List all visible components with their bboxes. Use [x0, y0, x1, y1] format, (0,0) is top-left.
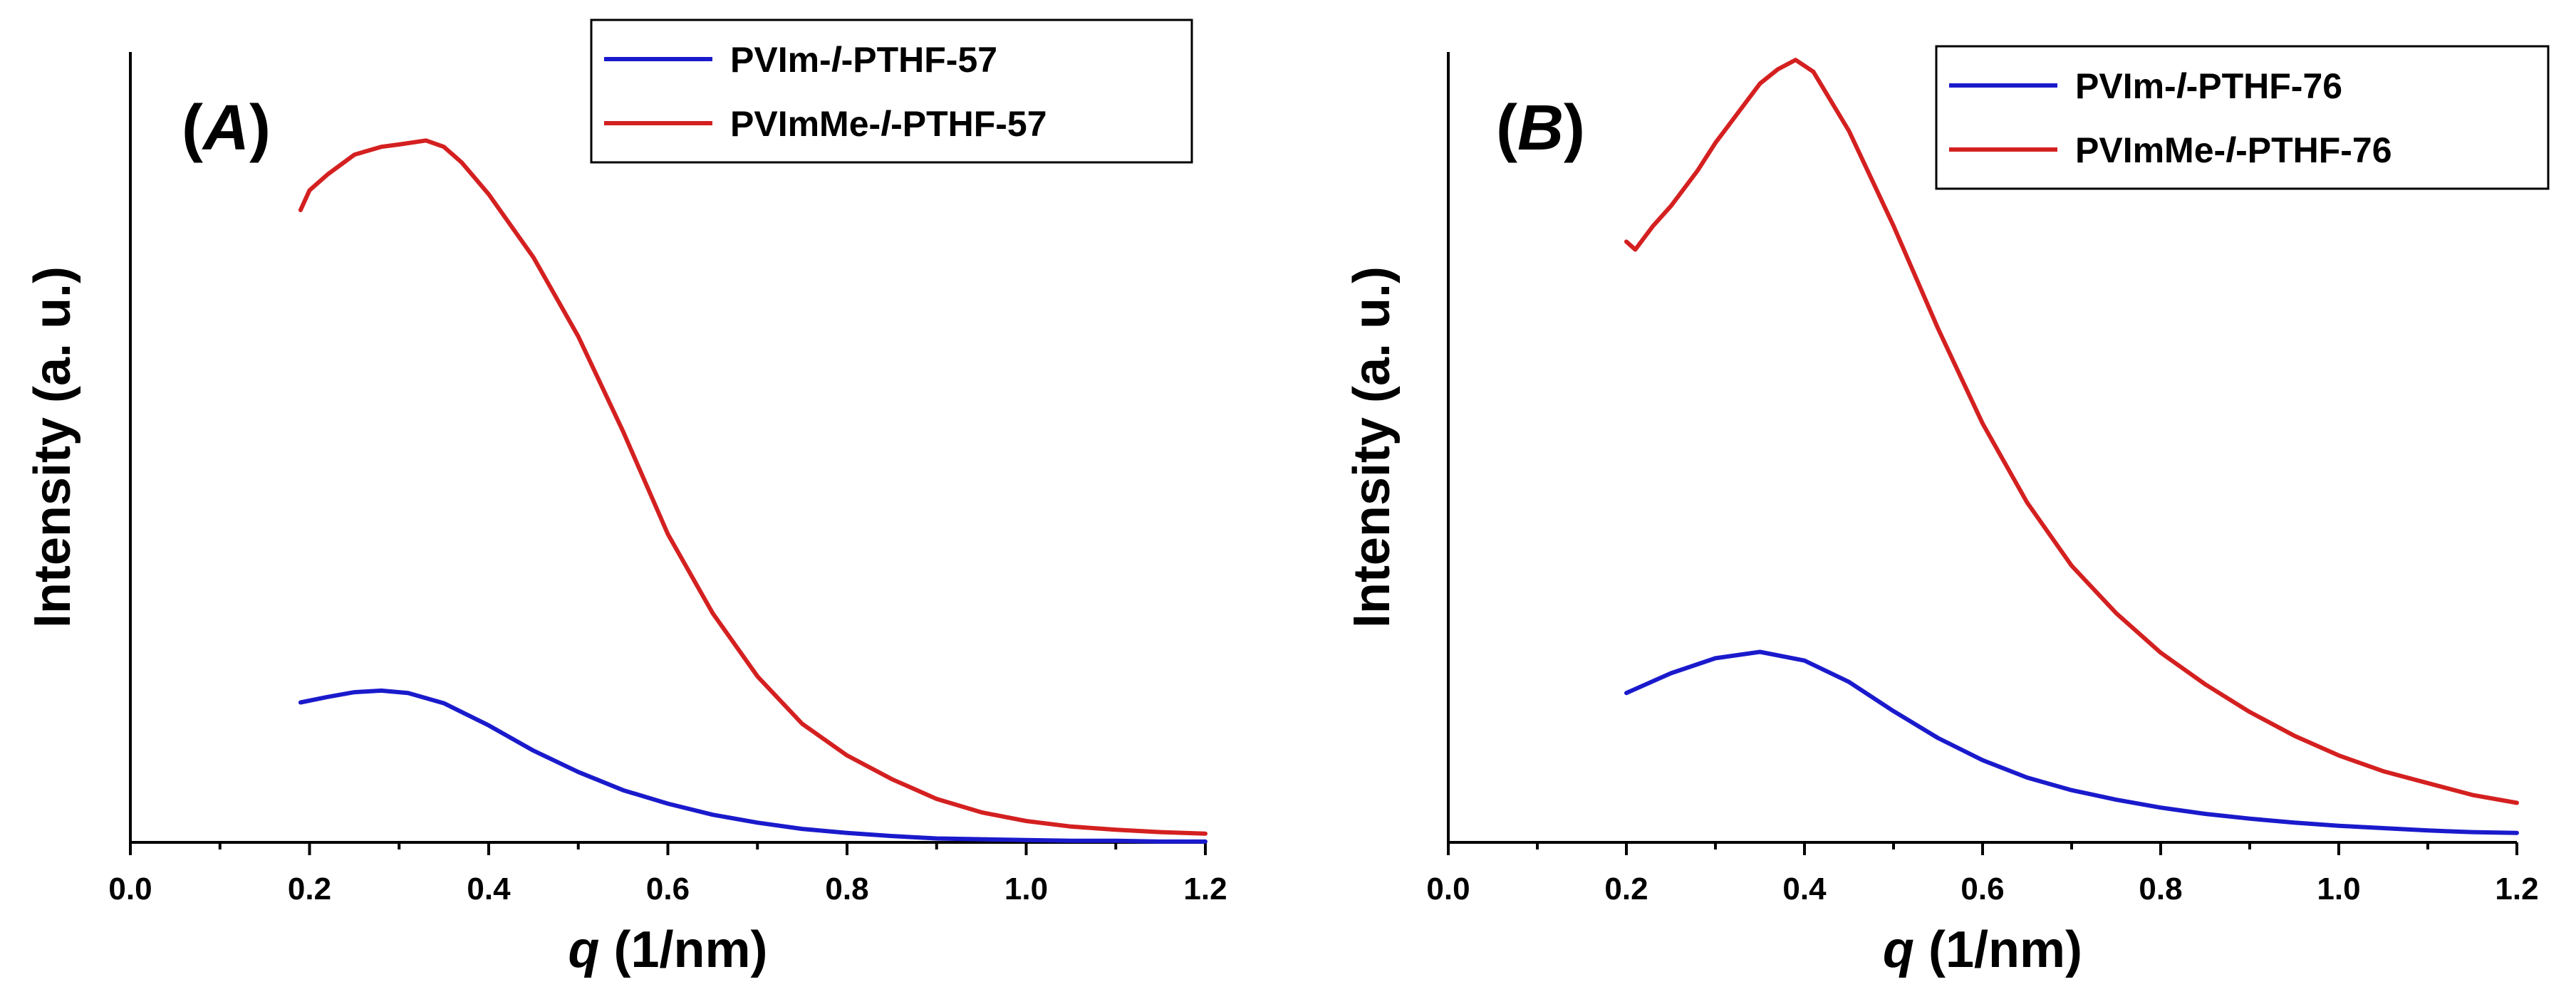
x-tick-label: 1.2: [2495, 872, 2538, 906]
legend-box: [590, 19, 1193, 164]
legend-label-part: -PTHF-76: [2235, 130, 2391, 170]
legend-label-part: PVIm-: [2075, 66, 2176, 106]
x-tick-label: 0.2: [1604, 872, 1648, 906]
legend-label-part: PVImMe-: [2075, 130, 2226, 170]
x-axis-unit: (1/nm): [1914, 921, 2082, 978]
panel-b: 0.0 0.2 0.4 0.6 0.8 1.0 1.2 q (1/nm) Intensity (…: [1344, 45, 2550, 978]
x-axis-title: q (1/nm): [568, 921, 768, 978]
legend-label-part: l: [2176, 66, 2187, 106]
legend-label-part: -PTHF-57: [890, 104, 1046, 144]
legend-label-part: -PTHF-76: [2186, 66, 2342, 106]
legend-label: PVIm-l-PTHF-57: [730, 40, 997, 80]
x-tick-label: 0.4: [467, 872, 511, 906]
panel-label-part: (: [1496, 93, 1517, 164]
x-tick-label: 0.8: [2139, 872, 2182, 906]
legend-box: [1935, 45, 2550, 190]
legend-label: PVImMe-l-PTHF-57: [730, 104, 1047, 144]
x-axis-symbol: q: [1883, 921, 1914, 978]
panel-label-part: ): [249, 93, 271, 164]
x-tick-label: 0.0: [108, 872, 152, 906]
panel-label-part: A: [202, 93, 249, 164]
y-axis-title: Intensity (a. u.): [24, 266, 81, 628]
x-tick-label: 0.0: [1426, 872, 1470, 906]
legend-label-part: PVIm-: [730, 40, 831, 80]
series-line-red: [298, 138, 1208, 836]
panel-label-part: ): [1564, 93, 1585, 164]
panel-label-part: (: [182, 93, 203, 164]
x-axis-title: q (1/nm): [1883, 921, 2082, 978]
x-tick-label: 0.2: [288, 872, 331, 906]
x-axis-symbol: q: [568, 921, 600, 978]
x-tick-label: 0.4: [1782, 872, 1827, 906]
series-line-blue: [298, 688, 1208, 844]
panel-label: (A): [182, 93, 271, 164]
legend-label-part: PVImMe-: [730, 104, 881, 144]
legend-label-part: l: [2226, 130, 2236, 170]
legend-label-part: l: [831, 40, 842, 80]
x-tick-label: 0.8: [825, 872, 868, 906]
x-tick-label: 1.2: [1183, 872, 1227, 906]
legend-label-part: l: [881, 104, 891, 144]
legend-label: PVIm-l-PTHF-76: [2075, 66, 2342, 106]
x-tick-label: 1.0: [2317, 872, 2360, 906]
series-line-red: [1624, 58, 2519, 805]
panel-label: (B): [1496, 93, 1585, 164]
panel-label-part: B: [1517, 93, 1564, 164]
x-tick-label: 1.0: [1004, 872, 1048, 906]
x-tick-label: 0.6: [1960, 872, 2004, 906]
legend-label: PVImMe-l-PTHF-76: [2075, 130, 2392, 170]
series-line-blue: [1624, 649, 2519, 835]
x-tick-label: 0.6: [646, 872, 690, 906]
legend-label-part: -PTHF-57: [841, 40, 997, 80]
x-axis-unit: (1/nm): [599, 921, 767, 978]
y-axis-title: Intensity (a. u.): [1344, 266, 1401, 628]
panel-a: 0.0 0.2 0.4 0.6 0.8 1.0 1.2 q (1/nm) Intensity (…: [24, 19, 1227, 978]
